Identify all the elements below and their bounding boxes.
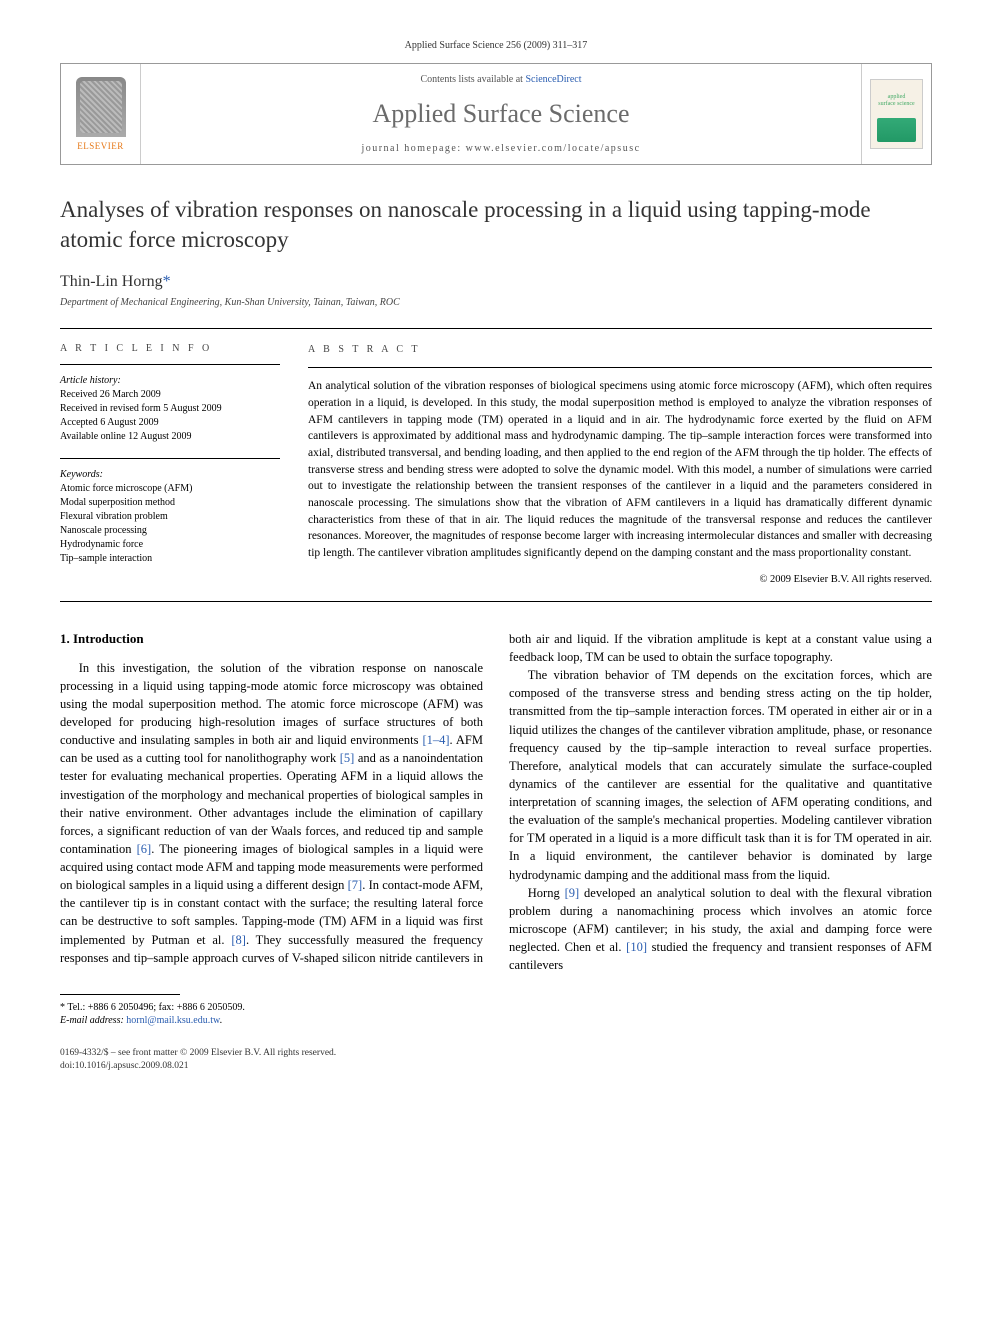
running-header: Applied Surface Science 256 (2009) 311–3… [60, 40, 932, 51]
journal-cover-thumbnail: applied surface science [870, 79, 923, 149]
abstract-text: An analytical solution of the vibration … [308, 378, 932, 561]
history-line: Received 26 March 2009 [60, 388, 280, 402]
abstract-column: A B S T R A C T An analytical solution o… [308, 343, 932, 587]
homepage-url: www.elsevier.com/locate/apsusc [466, 143, 641, 154]
journal-banner: ELSEVIER Contents lists available at Sci… [60, 63, 932, 165]
sciencedirect-link[interactable]: ScienceDirect [525, 74, 581, 85]
elsevier-tree-icon [76, 77, 126, 137]
homepage-prefix: journal homepage: [361, 143, 465, 154]
keyword: Hydrodynamic force [60, 538, 280, 552]
page-container: Applied Surface Science 256 (2009) 311–3… [0, 0, 992, 1112]
author-line: Thin-Lin Horng* [60, 273, 932, 291]
footnote-tel: * Tel.: +886 6 2050496; fax: +886 6 2050… [60, 1001, 932, 1014]
citation-link[interactable]: [5] [340, 751, 355, 765]
citation-link[interactable]: [8] [231, 933, 246, 947]
corresponding-author-marker: * [163, 273, 171, 290]
divider [60, 458, 280, 459]
keyword: Atomic force microscope (AFM) [60, 482, 280, 496]
contents-prefix: Contents lists available at [420, 74, 525, 85]
article-info-column: A R T I C L E I N F O Article history: R… [60, 343, 280, 587]
section-heading: 1. Introduction [60, 630, 483, 649]
email-label: E-mail address: [60, 1015, 126, 1026]
footnote-separator [60, 994, 180, 995]
journal-title: Applied Surface Science [141, 99, 861, 129]
keyword: Tip–sample interaction [60, 552, 280, 566]
corresponding-author-footnote: * Tel.: +886 6 2050496; fax: +886 6 2050… [60, 1001, 932, 1027]
citation-link[interactable]: [9] [565, 886, 580, 900]
cover-label-1: applied [888, 94, 906, 101]
article-info-label: A R T I C L E I N F O [60, 343, 280, 354]
divider [308, 367, 932, 368]
history-line: Available online 12 August 2009 [60, 430, 280, 444]
abstract-copyright: © 2009 Elsevier B.V. All rights reserved… [308, 572, 932, 587]
keyword: Nanoscale processing [60, 524, 280, 538]
author-affiliation: Department of Mechanical Engineering, Ku… [60, 297, 932, 308]
citation-link[interactable]: [1–4] [422, 733, 449, 747]
divider [60, 328, 932, 329]
keyword: Modal superposition method [60, 496, 280, 510]
keywords-block: Atomic force microscope (AFM) Modal supe… [60, 482, 280, 566]
article-history-block: Received 26 March 2009 Received in revis… [60, 388, 280, 444]
history-line: Received in revised form 5 August 2009 [60, 402, 280, 416]
citation-link[interactable]: [10] [626, 940, 647, 954]
contents-available-line: Contents lists available at ScienceDirec… [141, 74, 861, 85]
email-link[interactable]: hornl@mail.ksu.edu.tw [126, 1015, 219, 1026]
info-abstract-row: A R T I C L E I N F O Article history: R… [60, 343, 932, 587]
citation-link[interactable]: [6] [137, 842, 152, 856]
body-paragraph: The vibration behavior of TM depends on … [509, 666, 932, 884]
footer-doi: doi:10.1016/j.apsusc.2009.08.021 [60, 1060, 932, 1072]
footnote-email-line: E-mail address: hornl@mail.ksu.edu.tw. [60, 1014, 932, 1027]
publisher-name: ELSEVIER [77, 141, 124, 151]
journal-homepage-line: journal homepage: www.elsevier.com/locat… [141, 143, 861, 154]
divider [60, 364, 280, 365]
cover-label-2: surface science [878, 101, 914, 108]
publisher-logo: ELSEVIER [61, 64, 141, 164]
article-history-head: Article history: [60, 375, 280, 386]
body-paragraph: Horng [9] developed an analytical soluti… [509, 884, 932, 975]
page-footer: 0169-4332/$ – see front matter © 2009 El… [60, 1047, 932, 1072]
divider [60, 601, 932, 602]
body-two-column: 1. Introduction In this investigation, t… [60, 630, 932, 974]
journal-cover-box: applied surface science [861, 64, 931, 164]
footer-copyright: 0169-4332/$ – see front matter © 2009 El… [60, 1047, 932, 1059]
history-line: Accepted 6 August 2009 [60, 416, 280, 430]
abstract-label: A B S T R A C T [308, 343, 932, 358]
author-name: Thin-Lin Horng [60, 273, 163, 290]
keywords-head: Keywords: [60, 469, 280, 480]
citation-link[interactable]: [7] [348, 878, 363, 892]
banner-center: Contents lists available at ScienceDirec… [141, 64, 861, 164]
keyword: Flexural vibration problem [60, 510, 280, 524]
article-title: Analyses of vibration responses on nanos… [60, 195, 932, 255]
